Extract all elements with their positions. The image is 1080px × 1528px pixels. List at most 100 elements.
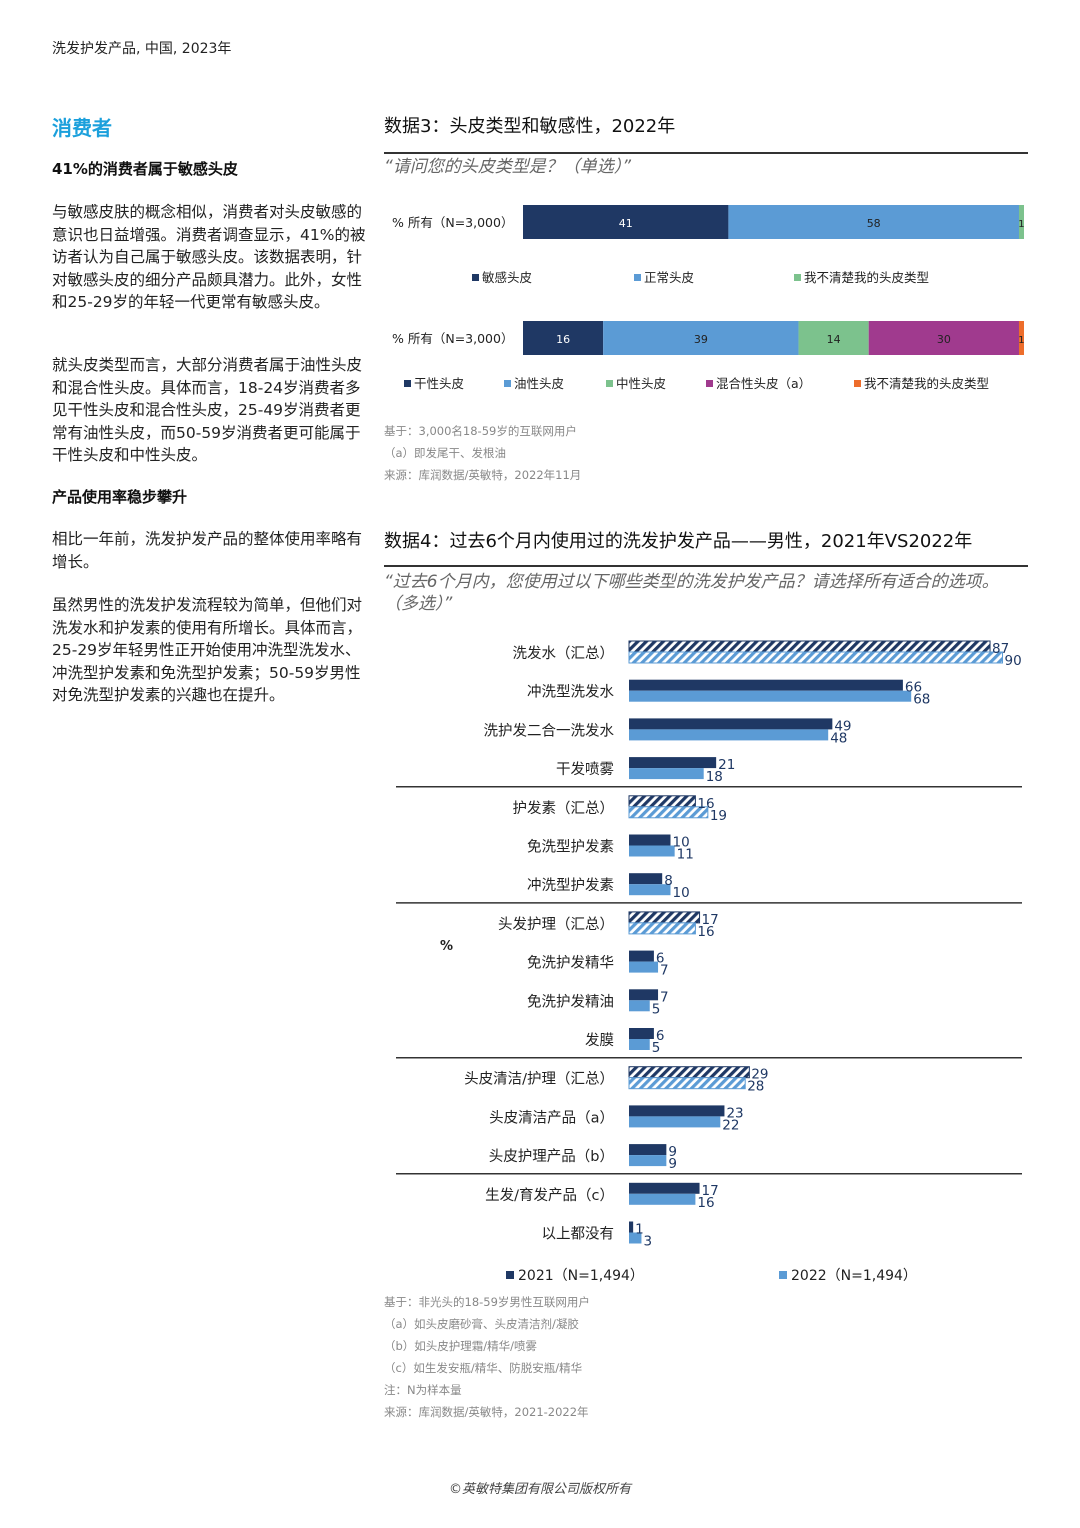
fig4-value-2022-11: 28 bbox=[747, 1079, 764, 1095]
fig4-category-label-13: 头皮护理产品（b） bbox=[489, 1148, 614, 1165]
fig4-value-2021-1: 66 bbox=[905, 680, 922, 696]
fig3-rule bbox=[384, 152, 1028, 154]
fig4-bar-2021-10 bbox=[629, 1028, 654, 1039]
fig4-bar-2021-15 bbox=[629, 1221, 634, 1233]
fig4-value-2022-10: 5 bbox=[652, 1040, 661, 1056]
fig4-bar-2022-9 bbox=[629, 1000, 650, 1012]
fig4-value-2022-8: 7 bbox=[660, 963, 669, 979]
fig3-legend-swatch-0-2 bbox=[794, 274, 801, 281]
fig4-category-label-4: 护发素（汇总） bbox=[513, 800, 615, 817]
fig4-value-2022-5: 11 bbox=[677, 847, 694, 863]
fig4-bar-2021-12 bbox=[629, 1105, 725, 1117]
fig4-value-2021-4: 16 bbox=[697, 796, 714, 812]
fig3-legend-swatch-1-2 bbox=[606, 380, 613, 387]
fig3-bar-1-0 bbox=[523, 321, 604, 355]
heading-usage: 产品使用率稳步攀升 bbox=[52, 488, 188, 506]
fig3-bar-0-1 bbox=[728, 205, 1019, 239]
fig3-legend-swatch-0-0 bbox=[472, 274, 479, 281]
fig4-value-2021-3: 21 bbox=[718, 757, 735, 773]
fig4-bar-2022-6 bbox=[629, 884, 671, 896]
fig3-legend-label-1-2: 中性头皮 bbox=[616, 376, 666, 391]
fig4-value-2021-6: 8 bbox=[664, 873, 673, 889]
fig4-bar-2022-5 bbox=[629, 845, 675, 857]
fig4-value-2022-13: 9 bbox=[668, 1156, 677, 1172]
fig3-bar-1-2 bbox=[798, 321, 869, 355]
paragraph-2: 就头皮类型而言，大部分消费者属于油性头皮和混合性头皮。具体而言，18-24岁消费… bbox=[52, 356, 363, 464]
fig4-value-2021-15: 1 bbox=[635, 1222, 644, 1238]
fig3-bar-0-2 bbox=[1018, 205, 1024, 239]
fig4-bar-2022-10 bbox=[629, 1039, 650, 1050]
fig4-legend-label-1: 2022（N=1,494） bbox=[791, 1268, 917, 1284]
fig4-value-2022-1: 68 bbox=[913, 692, 930, 708]
fig3-bar-label-1-0: 16 bbox=[556, 333, 570, 346]
fig4-value-2021-12: 23 bbox=[726, 1105, 743, 1121]
fig4-bar-2021-11 bbox=[628, 1066, 750, 1079]
fig4-question: “过去6个月内，您使用过以下哪些类型的洗发护发产品？请选择所有适合的选项。（多选… bbox=[384, 572, 999, 614]
fig4-bar-2022-7 bbox=[628, 922, 696, 935]
fig4-category-label-6: 冲洗型护发素 bbox=[527, 877, 614, 894]
fig4-value-2022-3: 18 bbox=[706, 769, 723, 785]
fig3-bar-1-1 bbox=[603, 321, 799, 355]
fig3-legend-swatch-1-1 bbox=[504, 380, 511, 387]
fig4-value-2022-14: 16 bbox=[697, 1195, 714, 1211]
fig4-value-2021-10: 6 bbox=[656, 1028, 665, 1044]
fig4-category-label-14: 生发/育发产品（c） bbox=[485, 1187, 614, 1204]
fig4-bar-2021-5 bbox=[629, 834, 671, 846]
fig3-bar-label-1-4: 1 bbox=[1018, 335, 1024, 346]
fig4-bar-2022-11 bbox=[628, 1077, 746, 1090]
fig4-note-source: 来源：库润数据/英敏特，2021-2022年 bbox=[384, 1405, 589, 1419]
fig4-note-n: 注：N为样本量 bbox=[384, 1383, 462, 1397]
fig4-value-2021-0: 87 bbox=[992, 641, 1009, 657]
fig4-category-label-15: 以上都没有 bbox=[542, 1226, 615, 1243]
fig4-bar-2022-3 bbox=[629, 768, 704, 780]
copyright-footer: ©英敏特集团有限公司版权所有 bbox=[448, 1482, 631, 1497]
fig3-note-source: 来源：库润数据/英敏特，2022年11月 bbox=[384, 468, 582, 482]
fig3-bar-label-0-0: 41 bbox=[619, 217, 633, 230]
fig4-note-a: （a）如头皮磨砂膏、头皮清洁剂/凝胶 bbox=[384, 1317, 579, 1331]
fig4-category-label-0: 洗发水（汇总） bbox=[513, 645, 615, 662]
fig3-bar-label-0-1: 58 bbox=[867, 217, 881, 230]
fig4-value-2021-13: 9 bbox=[668, 1144, 677, 1160]
fig4-bar-2022-13 bbox=[629, 1155, 667, 1167]
fig4-category-label-12: 头皮清洁产品（a） bbox=[489, 1109, 614, 1126]
section-title: 消费者 bbox=[52, 116, 112, 140]
fig4-bar-2022-2 bbox=[629, 729, 829, 741]
fig4-bar-2021-0 bbox=[628, 640, 991, 653]
fig4-bar-2021-2 bbox=[629, 718, 833, 730]
fig4-title: 数据4：过去6个月内使用过的洗发护发产品——男性，2021年VS2022年 bbox=[384, 531, 973, 552]
fig4-legend-label-0: 2021（N=1,494） bbox=[518, 1268, 644, 1284]
fig3-row-label-0: % 所有（N=3,000） bbox=[392, 215, 513, 230]
fig3-legend-label-1-1: 油性头皮 bbox=[514, 376, 564, 391]
fig4-bar-2021-6 bbox=[629, 873, 663, 885]
fig3-bar-label-1-1: 39 bbox=[694, 333, 708, 346]
fig4-value-2022-9: 5 bbox=[652, 1001, 661, 1017]
fig4-value-2021-5: 10 bbox=[673, 835, 690, 851]
fig4-value-2021-8: 6 bbox=[656, 951, 665, 967]
fig4-bar-2022-0 bbox=[628, 651, 1003, 664]
fig3-legend-swatch-1-0 bbox=[404, 380, 411, 387]
fig4-category-label-3: 干发喷雾 bbox=[556, 761, 614, 778]
paragraph-1: 与敏感皮肤的概念相似，消费者对头皮敏感的意识也日益增强。消费者调查显示，41%的… bbox=[52, 203, 366, 311]
fig4-category-label-5: 免洗型护发素 bbox=[527, 839, 614, 856]
fig4-value-2022-7: 16 bbox=[697, 924, 714, 940]
fig4-bar-2022-14 bbox=[629, 1193, 696, 1205]
fig4-rule bbox=[384, 565, 1028, 567]
fig3-legend-label-1-0: 干性头皮 bbox=[414, 376, 464, 391]
fig4-legend-swatch-0 bbox=[506, 1271, 514, 1279]
fig3-row-label-1: % 所有（N=3,000） bbox=[392, 331, 513, 346]
fig4-category-label-7: 头发护理（汇总） bbox=[498, 916, 614, 933]
fig4-bar-2021-9 bbox=[629, 989, 659, 1001]
fig4-bar-2022-1 bbox=[629, 690, 912, 702]
fig4-category-label-1: 冲洗型洗发水 bbox=[527, 684, 614, 701]
fig3-legend-label-0-1: 正常头皮 bbox=[644, 270, 694, 285]
heading-sensitive-scalp: 41%的消费者属于敏感头皮 bbox=[52, 160, 238, 178]
fig3-bar-1-3 bbox=[868, 321, 1019, 355]
paragraph-3: 相比一年前，洗发护发产品的整体使用率略有增长。 bbox=[52, 530, 363, 571]
fig4-value-2022-15: 3 bbox=[643, 1234, 652, 1250]
fig4-value-2021-2: 49 bbox=[834, 718, 851, 734]
fig4-value-2022-12: 22 bbox=[722, 1117, 739, 1133]
fig4-value-2022-6: 10 bbox=[673, 885, 690, 901]
paragraph-4: 虽然男性的洗发护发流程较为简单，但他们对洗发水和护发素的使用有所增长。具体而言，… bbox=[52, 596, 363, 704]
